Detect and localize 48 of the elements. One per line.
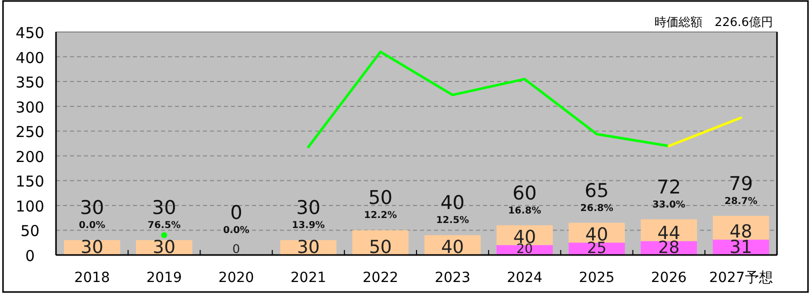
y-tick-label: 200 — [16, 148, 44, 166]
total-label: 40 — [440, 192, 465, 214]
total-label: 60 — [512, 182, 537, 204]
data-label: 30 — [152, 237, 176, 258]
x-tick-label: 2019 — [146, 270, 182, 286]
y-tick-label: 400 — [16, 48, 44, 67]
total-label: 30 — [296, 197, 320, 220]
chart-subtitle: 時価総額 226.6億円 — [654, 15, 773, 29]
data-label: 0 — [230, 202, 242, 224]
y-tick-label: 100 — [16, 197, 44, 216]
total-label: 65 — [584, 180, 609, 202]
x-tick-label: 2020 — [218, 270, 254, 286]
annotation: 13.9% — [292, 220, 326, 232]
x-tick-label: 2022 — [362, 270, 398, 286]
y-tick-label: 300 — [16, 98, 44, 116]
data-label: 30 — [296, 237, 320, 258]
y-tick-label: 350 — [16, 74, 44, 92]
total-label: 72 — [656, 176, 681, 198]
annotation: 12.5% — [436, 215, 470, 226]
data-label: 40 — [441, 237, 464, 258]
total-label: 0 — [232, 242, 240, 256]
x-tick-label: 2018 — [74, 270, 110, 286]
y-tick-label: 0 — [25, 247, 35, 265]
y-tick-label: 50 — [20, 222, 40, 240]
annotation: 76.5% — [148, 220, 182, 232]
x-tick-label: 2025 — [578, 270, 615, 286]
x-tick-label: 2026 — [651, 270, 687, 286]
y-tick-label: 250 — [16, 123, 44, 142]
total-label: 79 — [728, 172, 754, 195]
annotation: 0.0% — [223, 225, 250, 236]
total-label: 30 — [80, 197, 104, 220]
annotation: 16.8% — [508, 205, 542, 216]
data-label: 50 — [368, 237, 392, 258]
data-label: 30 — [80, 237, 104, 258]
y-tick-label: 150 — [16, 172, 44, 191]
x-tick-label: 2021 — [290, 270, 326, 286]
total-label: 50 — [368, 187, 393, 210]
y-tick-label: 450 — [16, 24, 44, 42]
total-label: 30 — [152, 197, 176, 220]
x-tick-label: 2027予想 — [709, 270, 773, 286]
annotation: 28.7% — [724, 196, 758, 207]
annotation: 12.2% — [364, 210, 398, 222]
x-tick-label: 2023 — [434, 270, 470, 286]
annotation: 26.8% — [580, 202, 614, 214]
annotation: 0.0% — [78, 220, 106, 232]
x-tick-label: 2024 — [506, 270, 543, 286]
data-label: 20 — [516, 242, 533, 257]
annotation: 33.0% — [652, 199, 686, 210]
